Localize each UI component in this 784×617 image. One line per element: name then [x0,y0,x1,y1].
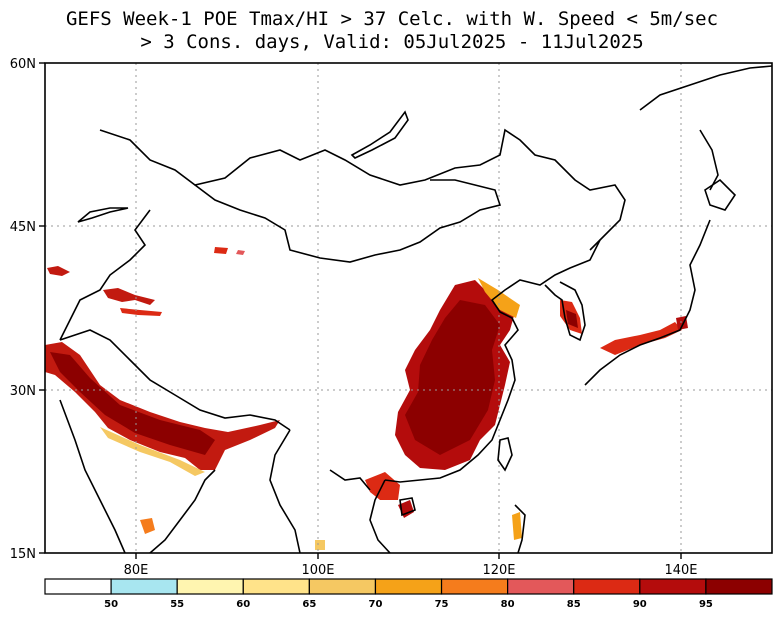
india-china-border [59,329,291,431]
shade-japan-1 [600,322,682,355]
lon-label: 100E [301,563,334,578]
korea-coast [544,281,586,342]
lon-label: 140E [664,563,697,578]
shade-central-asia-2 [120,308,162,316]
colorbar-label: 90 [633,599,647,610]
colorbar-swatch [507,578,575,595]
colorbar-label: 75 [435,599,449,610]
sakhalin [699,129,719,191]
colorbar-label: 85 [567,599,581,610]
lat-labels: 60N 45N 30N 15N [10,57,36,562]
japan-honshu [584,219,711,386]
lat-label: 30N [10,384,36,399]
colorbar-swatch [308,578,377,595]
colorbar-swatch [573,578,641,595]
graticule [45,63,772,553]
lon-labels: 80E 100E 120E 140E [124,563,698,578]
shade-indochina-1 [315,540,325,550]
shade-north-india [45,342,280,470]
shade-korea-core [566,310,578,328]
colorbar-swatch [110,578,178,595]
lat-label: 15N [10,547,36,562]
hainan [399,497,416,517]
colorbar-label: 50 [104,599,118,610]
baikal [350,110,409,159]
shade-luzon [512,512,522,540]
colorbar-swatch [176,578,244,595]
colorbar-label: 55 [170,599,184,610]
colorbar-swatch [242,578,310,595]
colorbar-swatch [639,578,707,595]
colorbar-label: 95 [699,599,713,610]
shade-dzungaria-2 [236,250,245,255]
balkhash [77,207,129,223]
title-line-1: GEFS Week-1 POE Tmax/HI > 37 Celc. with … [65,8,719,30]
japan-hokkaido [704,178,737,211]
china-west-border [59,209,151,341]
probability-fill [45,247,688,550]
colorbar: 50 55 60 65 70 75 80 85 90 95 [44,578,773,610]
india-west-coast [59,399,126,553]
axis-ticks [39,62,682,559]
shade-dzungaria [214,247,228,254]
shade-sri-lanka-coast [140,518,155,534]
colorbar-swatch [374,578,443,595]
title-line-2: > 3 Cons. days, Valid: 05Jul2025 - 11Jul… [140,31,644,53]
lat-label: 45N [10,220,36,235]
colorbar-label: 65 [302,599,316,610]
mongolia-border [194,179,502,263]
colorbar-swatch [440,578,509,595]
colorbar-label: 60 [236,599,250,610]
russia-far-east [639,65,772,111]
bay-of-bengal-coast [149,469,216,553]
east-china-coast [384,239,601,483]
colorbar-label: 70 [368,599,382,610]
coastlines [59,65,772,553]
shade-north-india-edge [100,427,205,476]
shade-north-india-core [50,352,215,455]
laos-vietnam-border [329,469,371,491]
philippines [514,504,526,553]
russia-china-border [99,128,626,251]
lat-label: 60N [10,57,36,72]
colorbar-swatch [44,578,112,595]
map-frame [44,62,773,554]
lon-label: 80E [124,563,149,578]
colorbar-swatch [705,578,773,595]
taiwan [497,437,513,472]
colorbar-label: 80 [501,599,515,610]
myanmar-border [269,429,301,553]
lon-label: 120E [482,563,515,578]
shade-caspian [47,266,70,276]
indochina-coast [369,479,391,553]
shade-east-china-core [405,300,500,455]
shade-central-asia [103,288,155,305]
